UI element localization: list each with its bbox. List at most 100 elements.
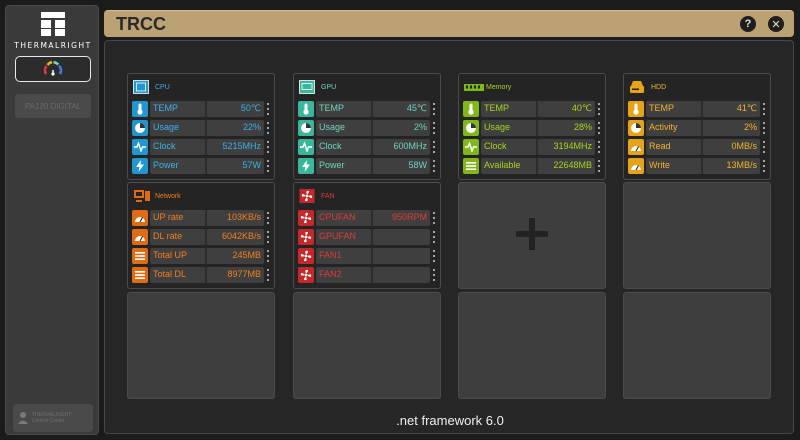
control-center-button[interactable]: THERMALRIGHT Control Center [13, 404, 93, 432]
sensor-field[interactable]: DL rate 6042KB/s [150, 229, 264, 245]
sensor-value: 28% [573, 122, 592, 132]
panel-header: Network [128, 183, 274, 207]
more-options-icon[interactable] [597, 141, 601, 153]
empty-panel-slot[interactable] [458, 292, 606, 399]
sensor-field[interactable]: TEMP 40℃ [481, 101, 595, 117]
sensor-value: 40℃ [571, 103, 592, 113]
more-options-icon[interactable] [432, 103, 436, 115]
control-center-brand: THERMALRIGHT [32, 412, 72, 418]
control-center-label: Control Center [32, 418, 65, 424]
sensor-field[interactable]: CPUFAN 950RPM [316, 210, 430, 226]
sensor-value: 8977MB [227, 269, 261, 279]
sensor-field[interactable]: UP rate 103KB/s [150, 210, 264, 226]
more-options-icon[interactable] [266, 231, 270, 243]
sensor-value: 600MHz [393, 141, 427, 151]
more-options-icon[interactable] [762, 141, 766, 153]
panel-header: CPU [128, 74, 274, 98]
field-divider [205, 248, 207, 264]
sensor-field[interactable]: TEMP 41℃ [646, 101, 760, 117]
more-options-icon[interactable] [597, 103, 601, 115]
panel-hdd: HDD TEMP 41℃ Activity 2% Read 0MB/s Write 13MB/s [623, 73, 771, 180]
panel-header: HDD [624, 74, 770, 98]
logo-icon [41, 12, 65, 36]
more-options-icon[interactable] [762, 103, 766, 115]
more-options-icon[interactable] [432, 250, 436, 262]
sensor-value: 6042KB/s [221, 231, 261, 241]
panel-title: HDD [651, 84, 667, 91]
close-button[interactable]: ✕ [768, 16, 784, 32]
field-divider [205, 210, 207, 226]
sensor-field[interactable]: TEMP 45℃ [316, 101, 430, 117]
sensor-field[interactable]: Power 57W [150, 158, 264, 174]
sensor-row: TEMP 41℃ [628, 101, 766, 117]
sensor-field[interactable]: Available 22648MB [481, 158, 595, 174]
empty-panel-slot[interactable] [623, 182, 771, 289]
more-options-icon[interactable] [266, 122, 270, 134]
more-options-icon[interactable] [266, 103, 270, 115]
fan-icon [299, 189, 315, 203]
sensor-field[interactable]: GPUFAN [316, 229, 430, 245]
field-divider [371, 101, 373, 117]
rgb-device-button[interactable] [15, 56, 91, 82]
sensor-field[interactable]: Read 0MB/s [646, 139, 760, 155]
sensor-value: 22% [242, 122, 261, 132]
sensor-value: 22648MB [553, 160, 592, 170]
more-options-icon[interactable] [266, 269, 270, 281]
panel-title: Network [155, 193, 181, 200]
more-options-icon[interactable] [432, 212, 436, 224]
sensor-field[interactable]: TEMP 50℃ [150, 101, 264, 117]
add-panel-button[interactable] [458, 182, 606, 289]
gauge-icon [628, 158, 644, 174]
sensor-label: Activity [649, 122, 678, 132]
more-options-icon[interactable] [266, 141, 270, 153]
sensor-field[interactable]: Total DL 8977MB [150, 267, 264, 283]
thermometer-icon [298, 101, 314, 117]
sensor-row: Usage 28% [463, 120, 601, 136]
sensor-field[interactable]: Usage 2% [316, 120, 430, 136]
gauge-icon [132, 210, 148, 226]
more-options-icon[interactable] [432, 231, 436, 243]
more-options-icon[interactable] [762, 122, 766, 134]
empty-panel-slot[interactable] [623, 292, 771, 399]
sensor-label: UP rate [153, 212, 184, 222]
panel-title: Memory [486, 84, 512, 91]
panel-gpu: GPU TEMP 45℃ Usage 2% Clock 600MHz Power 58W [293, 73, 441, 180]
sensor-field[interactable]: Clock 600MHz [316, 139, 430, 155]
more-options-icon[interactable] [266, 212, 270, 224]
panel-title: GPU [321, 84, 337, 91]
sensor-field[interactable]: Clock 3194MHz [481, 139, 595, 155]
more-options-icon[interactable] [597, 160, 601, 172]
field-divider [536, 101, 538, 117]
field-divider [371, 229, 373, 245]
sensor-field[interactable]: Usage 28% [481, 120, 595, 136]
sensor-label: Total DL [153, 269, 187, 279]
sensor-field[interactable]: Clock 5215MHz [150, 139, 264, 155]
more-options-icon[interactable] [597, 122, 601, 134]
device-pa120-digital[interactable]: PA120 DIGITAL [15, 94, 91, 118]
thermalright-logo: THERMALRIGHT [6, 12, 100, 54]
sensor-row: TEMP 50℃ [132, 101, 270, 117]
more-options-icon[interactable] [266, 160, 270, 172]
more-options-icon[interactable] [432, 141, 436, 153]
more-options-icon[interactable] [432, 160, 436, 172]
empty-panel-slot[interactable] [293, 292, 441, 399]
sensor-field[interactable]: Activity 2% [646, 120, 760, 136]
sensor-field[interactable]: Write 13MB/s [646, 158, 760, 174]
field-divider [371, 139, 373, 155]
empty-panel-slot[interactable] [127, 292, 275, 399]
more-options-icon[interactable] [762, 160, 766, 172]
sensor-value: 950RPM [391, 212, 427, 222]
sensor-field[interactable]: Power 58W [316, 158, 430, 174]
sensor-value: 57W [242, 160, 261, 170]
sensor-label: FAN1 [319, 250, 342, 260]
sensor-row: Usage 2% [298, 120, 436, 136]
help-button[interactable]: ? [740, 16, 756, 32]
sensor-field[interactable]: Usage 22% [150, 120, 264, 136]
more-options-icon[interactable] [432, 269, 436, 281]
more-options-icon[interactable] [432, 122, 436, 134]
sensor-field[interactable]: Total UP 245MB [150, 248, 264, 264]
sensor-field[interactable]: FAN2 [316, 267, 430, 283]
sensor-field[interactable]: FAN1 [316, 248, 430, 264]
more-options-icon[interactable] [266, 250, 270, 262]
sensor-value: 245MB [232, 250, 261, 260]
